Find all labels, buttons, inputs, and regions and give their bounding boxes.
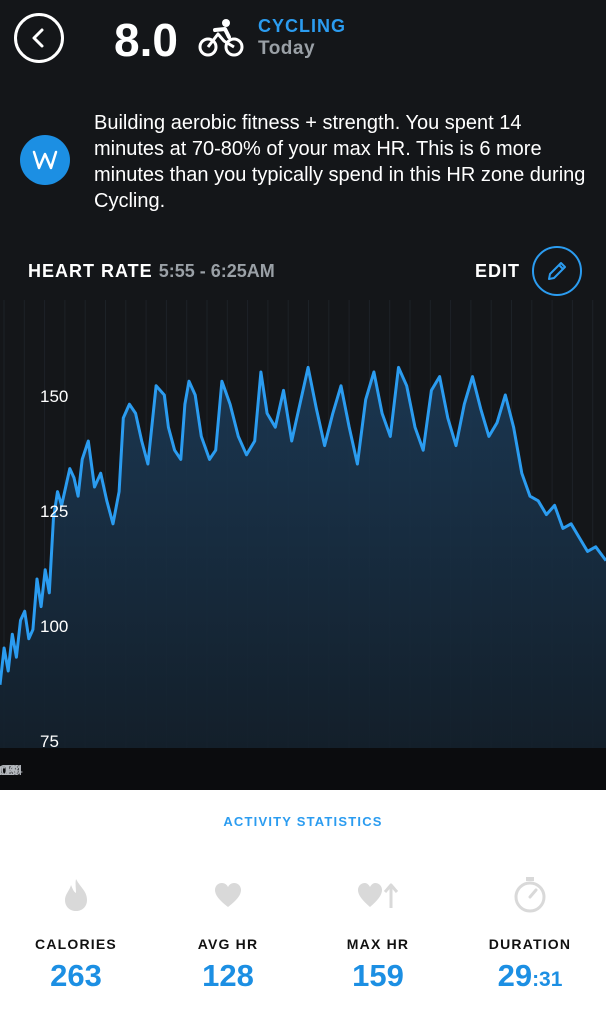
back-button[interactable] (14, 13, 64, 63)
stat-value: 263 (50, 958, 102, 993)
x-tick-label: 0:09 (0, 762, 18, 779)
stat-label: MAX HR (346, 936, 410, 952)
insight-w-icon (20, 135, 70, 185)
stat-avg-hr: AVG HR 128 (152, 870, 304, 994)
heart-rate-label: HEART RATE (28, 261, 153, 281)
pencil-icon (548, 262, 566, 280)
activity-score: 8.0 (114, 14, 178, 66)
activity-header: 8.0 CYCLING Today (0, 0, 606, 80)
heart-up-arrow-icon (358, 883, 399, 908)
x-tick-label: 0:24 (0, 762, 23, 779)
stat-duration: DURATION 29:31 (454, 870, 606, 994)
activity-type: CYCLING (258, 16, 346, 36)
bicycle-icon (198, 19, 244, 57)
stat-calories: CALORIES 263 (0, 870, 152, 994)
stopwatch-icon (514, 877, 546, 913)
y-tick-label: 75 (40, 732, 59, 751)
heart-rate-area (0, 367, 606, 748)
activity-statistics: ACTIVITY STATISTICS CALORIES 263 AVG HR … (0, 790, 606, 1023)
x-tick-label: 0:14 (0, 762, 19, 779)
edit-button[interactable] (532, 246, 582, 296)
insight-message: Building aerobic fitness + strength. You… (94, 112, 586, 212)
x-tick-label: 0:19 (0, 762, 21, 779)
edit-label[interactable]: EDIT (475, 261, 521, 281)
stat-max-hr: MAX HR 159 (302, 870, 454, 994)
flame-icon (65, 879, 87, 911)
back-arrow-icon (32, 28, 44, 48)
activity-date: Today (258, 38, 316, 59)
duration-minutes: 29 (497, 958, 533, 993)
stat-label: DURATION (488, 936, 572, 952)
x-tick-label: 0:04 (0, 762, 16, 779)
y-tick-label: 150 (40, 387, 68, 406)
x-axis-band (0, 748, 606, 790)
heart-rate-chart: 150 125 100 75 0:040:090:140:190:24 (0, 300, 606, 779)
stat-label: CALORIES (35, 936, 117, 952)
stat-value: 128 (202, 958, 254, 993)
stat-value: 159 (352, 958, 404, 993)
y-tick-label: 100 (40, 617, 68, 636)
stat-value: 29:31 (454, 958, 606, 994)
heart-rate-title: HEART RATE 5:55 - 6:25AM (28, 261, 275, 282)
duration-seconds: :31 (532, 968, 563, 991)
heart-icon (215, 883, 241, 907)
stat-label: AVG HR (197, 936, 259, 952)
y-tick-label: 125 (40, 502, 68, 521)
stats-title: ACTIVITY STATISTICS (223, 814, 383, 829)
heart-rate-time-range: 5:55 - 6:25AM (158, 261, 275, 281)
heart-rate-line (0, 365, 606, 685)
